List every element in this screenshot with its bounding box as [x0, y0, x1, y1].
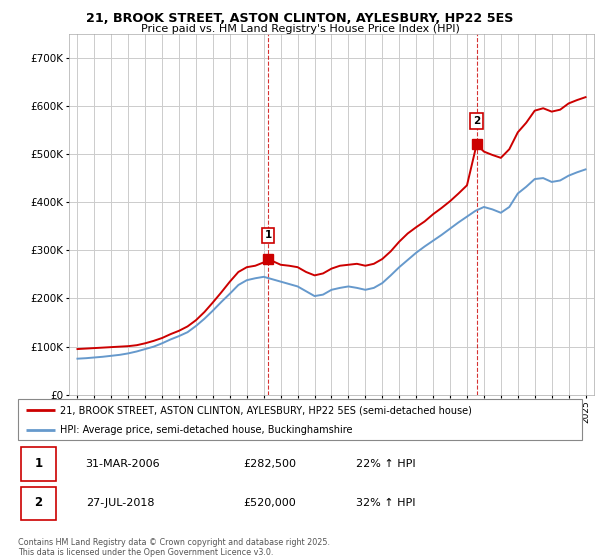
Text: £520,000: £520,000 — [244, 498, 296, 508]
Text: 2: 2 — [34, 496, 43, 510]
Text: 22% ↑ HPI: 22% ↑ HPI — [356, 459, 416, 469]
Text: 27-JUL-2018: 27-JUL-2018 — [86, 498, 154, 508]
Text: 21, BROOK STREET, ASTON CLINTON, AYLESBURY, HP22 5ES (semi-detached house): 21, BROOK STREET, ASTON CLINTON, AYLESBU… — [60, 405, 472, 415]
Text: HPI: Average price, semi-detached house, Buckinghamshire: HPI: Average price, semi-detached house,… — [60, 424, 353, 435]
Text: £282,500: £282,500 — [244, 459, 296, 469]
Text: 2: 2 — [473, 116, 480, 126]
FancyBboxPatch shape — [21, 487, 56, 520]
FancyBboxPatch shape — [21, 447, 56, 481]
FancyBboxPatch shape — [18, 399, 582, 440]
Text: 1: 1 — [265, 231, 272, 240]
Text: 21, BROOK STREET, ASTON CLINTON, AYLESBURY, HP22 5ES: 21, BROOK STREET, ASTON CLINTON, AYLESBU… — [86, 12, 514, 25]
Text: 32% ↑ HPI: 32% ↑ HPI — [356, 498, 416, 508]
Text: 31-MAR-2006: 31-MAR-2006 — [86, 459, 160, 469]
Text: 1: 1 — [34, 457, 43, 470]
Text: Contains HM Land Registry data © Crown copyright and database right 2025.
This d: Contains HM Land Registry data © Crown c… — [18, 538, 330, 557]
Text: Price paid vs. HM Land Registry's House Price Index (HPI): Price paid vs. HM Land Registry's House … — [140, 24, 460, 34]
